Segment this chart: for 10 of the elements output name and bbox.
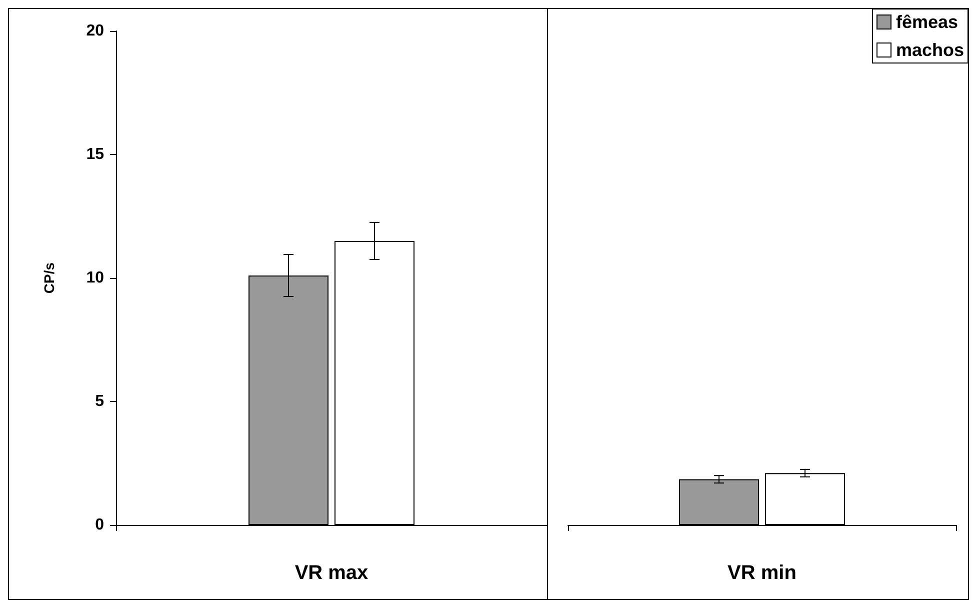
y-axis-title: CP/s xyxy=(41,262,57,294)
y-tick-label: 10 xyxy=(86,270,104,286)
y-tick-label: 5 xyxy=(95,393,104,410)
y-tick-label: 0 xyxy=(95,516,104,534)
legend-label: fêmeas xyxy=(896,12,958,32)
y-tick-label: 20 xyxy=(86,22,104,40)
legend-label: machos xyxy=(896,40,964,60)
x-tick-label: VR min xyxy=(728,562,796,584)
y-tick-label: 15 xyxy=(86,146,104,163)
x-tick-label: VR max xyxy=(294,562,368,584)
